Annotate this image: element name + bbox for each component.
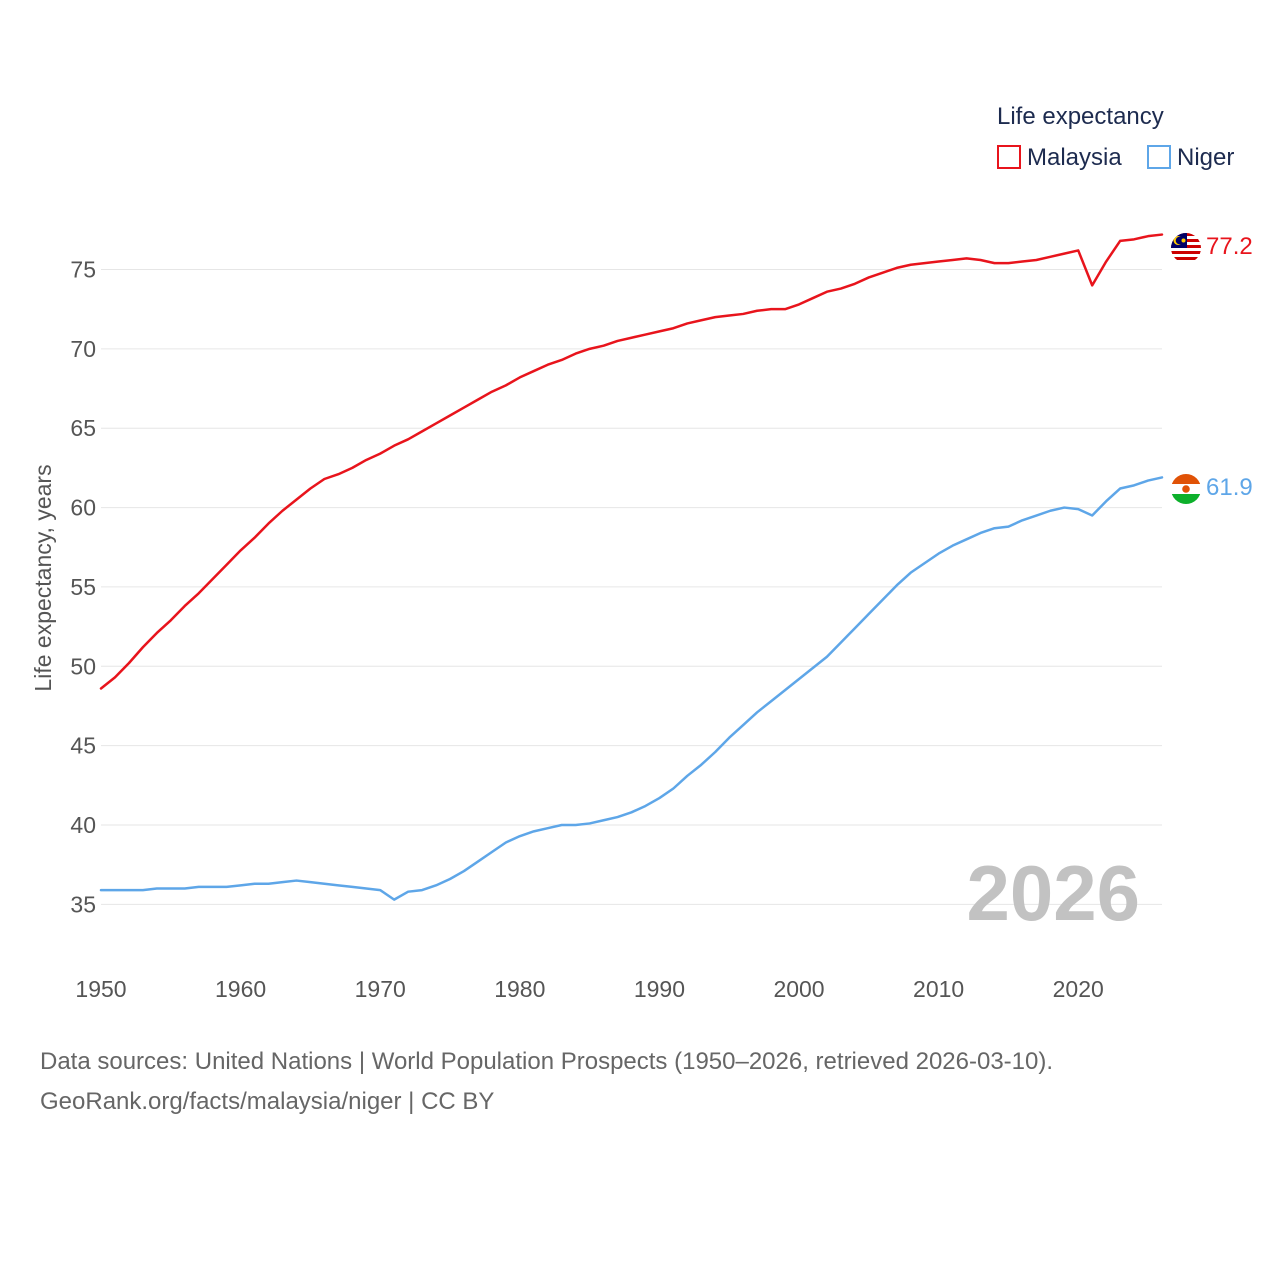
x-tick-label-2000: 2000: [773, 976, 824, 1002]
y-tick-label-45: 45: [70, 733, 96, 759]
malaysia-flag-icon: [1171, 233, 1201, 263]
y-tick-label-40: 40: [70, 812, 96, 838]
source-footer: Data sources: United Nations | World Pop…: [40, 1042, 1240, 1122]
y-axis-label: Life expectancy, years: [30, 464, 56, 691]
source-line-2: GeoRank.org/facts/malaysia/niger | CC BY: [40, 1088, 495, 1115]
y-axis: 35 40 45 50 55 60 65 70 75: [70, 256, 96, 917]
legend-item-malaysia[interactable]: Malaysia: [997, 144, 1122, 171]
x-tick-label-1970: 1970: [355, 976, 406, 1002]
x-tick-label-1980: 1980: [494, 976, 545, 1002]
chart: 35 40 45 50 55 60 65 70 75 1950 1960 1970 1980 1990 2…: [30, 103, 1253, 1002]
current-year-watermark: 2026: [966, 849, 1140, 937]
y-tick-label-50: 50: [70, 653, 96, 679]
legend-swatch-malaysia: [997, 145, 1021, 169]
legend-label-niger: Niger: [1177, 144, 1234, 171]
y-tick-label-65: 65: [70, 415, 96, 441]
series-line-malaysia[interactable]: [99, 233, 1164, 690]
x-tick-label-1950: 1950: [75, 976, 126, 1002]
y-tick-label-75: 75: [70, 256, 96, 282]
x-axis: 1950 1960 1970 1980 1990 2000 2010 2020: [75, 976, 1103, 1002]
x-tick-label-1990: 1990: [634, 976, 685, 1002]
x-tick-label-1960: 1960: [215, 976, 266, 1002]
series-lines: [99, 233, 1164, 901]
series-line-niger[interactable]: [99, 476, 1164, 901]
niger-flag-icon: [1171, 474, 1201, 504]
x-tick-label-2010: 2010: [913, 976, 964, 1002]
y-tick-label-70: 70: [70, 336, 96, 362]
legend-title: Life expectancy: [997, 103, 1164, 130]
gridlines: [101, 268, 1162, 905]
legend-item-niger[interactable]: Niger: [1147, 144, 1234, 171]
y-tick-label-55: 55: [70, 574, 96, 600]
end-label-malaysia: 77.2: [1206, 233, 1253, 260]
y-tick-label-60: 60: [70, 495, 96, 521]
legend-label-malaysia: Malaysia: [1027, 144, 1122, 171]
y-tick-label-35: 35: [70, 891, 96, 917]
legend-swatch-niger: [1147, 145, 1171, 169]
source-line-1: Data sources: United Nations | World Pop…: [40, 1048, 1054, 1075]
end-label-niger: 61.9: [1206, 474, 1253, 501]
x-tick-label-2020: 2020: [1053, 976, 1104, 1002]
legend: Life expectancy Malaysia Niger: [997, 103, 1234, 171]
